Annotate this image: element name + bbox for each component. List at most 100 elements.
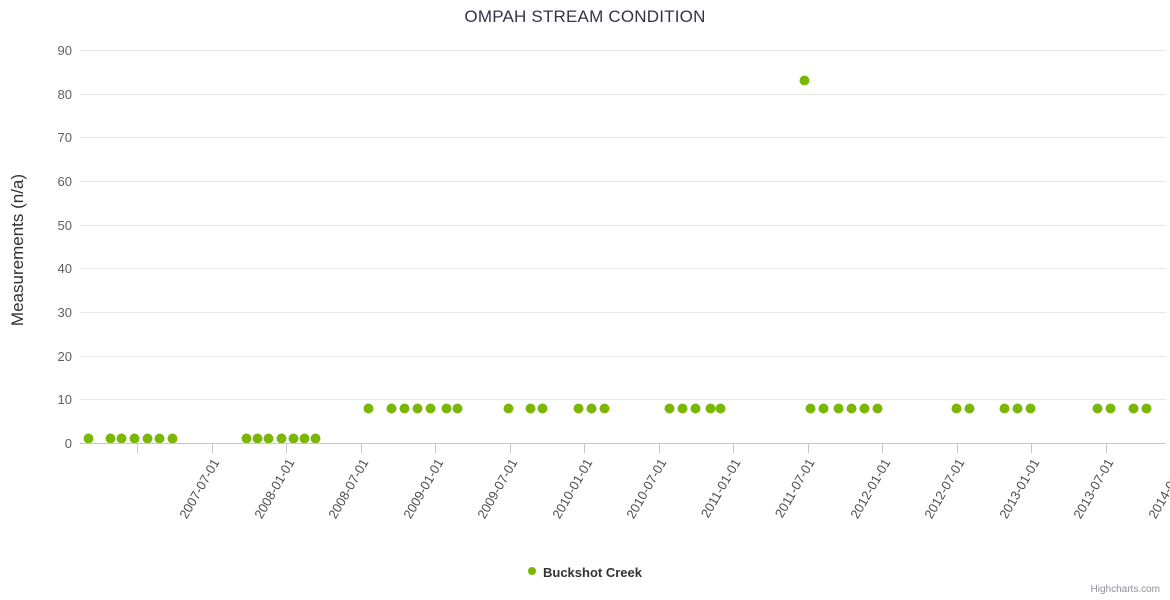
data-point[interactable] <box>573 403 583 413</box>
x-tick-label: 2013-01-01 <box>996 456 1043 522</box>
x-tick-mark <box>882 444 883 453</box>
data-point[interactable] <box>412 403 422 413</box>
y-tick-label: 20 <box>57 348 72 364</box>
data-point[interactable] <box>818 403 828 413</box>
data-point[interactable] <box>833 403 843 413</box>
data-point[interactable] <box>1012 403 1022 413</box>
data-point[interactable] <box>951 403 961 413</box>
data-point[interactable] <box>715 403 725 413</box>
x-tick-mark <box>808 444 809 453</box>
data-point[interactable] <box>1025 403 1035 413</box>
data-point[interactable] <box>1128 403 1138 413</box>
y-tick-label: 70 <box>57 130 72 146</box>
data-point[interactable] <box>1105 403 1115 413</box>
x-tick-mark <box>1106 444 1107 453</box>
plot-area <box>80 50 1166 444</box>
data-point[interactable] <box>105 434 115 444</box>
data-point[interactable] <box>859 403 869 413</box>
data-point[interactable] <box>386 403 396 413</box>
gridline <box>80 399 1166 401</box>
data-point[interactable] <box>252 434 262 444</box>
y-tick-label: 90 <box>57 43 72 58</box>
x-tick-label: 2012-07-01 <box>921 456 968 522</box>
x-tick-mark <box>361 444 362 453</box>
data-point[interactable] <box>452 403 462 413</box>
y-tick-label: 30 <box>57 305 72 320</box>
x-tick-label: 2011-01-01 <box>697 456 744 521</box>
data-point[interactable] <box>846 403 856 413</box>
x-axis-line <box>80 443 1166 444</box>
legend-item-label: Buckshot Creek <box>543 564 642 580</box>
data-point[interactable] <box>599 403 609 413</box>
y-tick-label: 60 <box>57 174 72 189</box>
y-axis-tick-labels: 0 10 20 30 40 50 60 70 80 90 <box>0 44 72 450</box>
data-point[interactable] <box>116 434 126 444</box>
gridline <box>80 224 1166 226</box>
x-tick-label: 2010-01-01 <box>549 456 596 522</box>
data-point[interactable] <box>872 403 882 413</box>
gridline <box>80 355 1166 357</box>
x-tick-mark <box>733 444 734 453</box>
legend-item[interactable]: Buckshot Creek <box>528 564 642 580</box>
data-point[interactable] <box>241 434 251 444</box>
x-tick-mark <box>957 444 958 453</box>
data-point[interactable] <box>142 434 152 444</box>
data-point[interactable] <box>999 403 1009 413</box>
x-tick-mark <box>659 444 660 453</box>
x-tick-label: 2008-07-01 <box>325 456 372 522</box>
data-point[interactable] <box>664 403 674 413</box>
data-point[interactable] <box>586 403 596 413</box>
data-point[interactable] <box>537 403 547 413</box>
y-tick-label: 10 <box>57 392 72 408</box>
data-point[interactable] <box>363 403 373 413</box>
data-point[interactable] <box>299 434 309 444</box>
gridline <box>80 137 1166 139</box>
data-point[interactable] <box>399 403 409 413</box>
data-point[interactable] <box>1092 403 1102 413</box>
data-point[interactable] <box>964 403 974 413</box>
data-point[interactable] <box>690 403 700 413</box>
highcharts-credits[interactable]: Highcharts.com <box>1090 584 1160 595</box>
x-tick-label: 2012-01-01 <box>847 456 894 522</box>
x-tick-mark <box>286 444 287 453</box>
data-point[interactable] <box>276 434 286 444</box>
chart-legend: Buckshot Creek <box>0 563 1170 580</box>
data-point[interactable] <box>805 403 815 413</box>
legend-marker-icon <box>528 567 536 576</box>
data-point[interactable] <box>310 434 320 444</box>
y-tick-label: 40 <box>57 261 72 277</box>
data-point[interactable] <box>154 434 164 444</box>
data-point[interactable] <box>288 434 298 444</box>
x-tick-mark <box>212 444 213 453</box>
x-axis-tick-labels: 2007-07-01 2008-01-01 2008-07-01 2009-01-01… <box>80 444 1170 584</box>
data-point[interactable] <box>1141 403 1151 413</box>
chart-title: OMPAH STREAM CONDITION <box>464 7 706 26</box>
data-point[interactable] <box>799 76 809 86</box>
data-point[interactable] <box>705 403 715 413</box>
y-tick-label: 80 <box>57 86 72 102</box>
data-point[interactable] <box>503 403 513 413</box>
data-point[interactable] <box>129 434 139 444</box>
x-tick-mark <box>584 444 585 453</box>
data-point[interactable] <box>525 403 535 413</box>
gridline <box>80 181 1166 182</box>
x-tick-label: 2008-01-01 <box>251 456 298 522</box>
gridline <box>80 93 1166 95</box>
x-tick-label: 2007-07-01 <box>176 456 223 522</box>
data-point[interactable] <box>263 434 273 444</box>
y-tick-label: 0 <box>64 436 72 451</box>
gridline <box>80 268 1166 270</box>
x-tick-mark <box>435 444 436 453</box>
x-tick-label: 2009-07-01 <box>474 456 521 522</box>
data-point[interactable] <box>83 434 93 444</box>
x-tick-label: 2011-07-01 <box>771 456 818 521</box>
x-tick-mark <box>510 444 511 453</box>
y-tick-label: 50 <box>57 217 72 233</box>
data-point[interactable] <box>167 434 177 444</box>
data-point[interactable] <box>441 403 451 413</box>
data-point[interactable] <box>425 403 435 413</box>
gridline <box>80 50 1166 51</box>
data-point[interactable] <box>677 403 687 413</box>
x-tick-mark <box>137 444 138 453</box>
